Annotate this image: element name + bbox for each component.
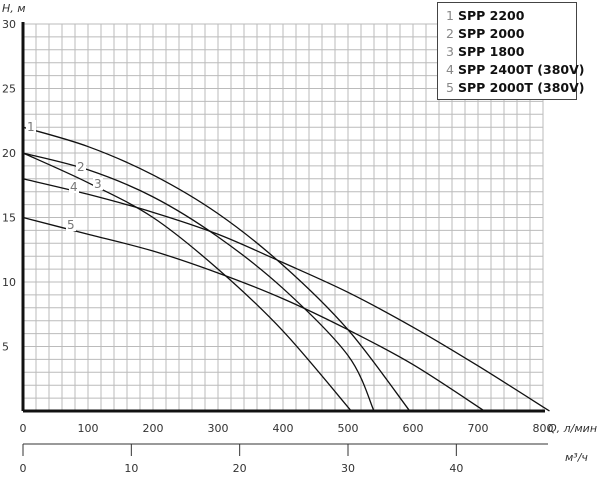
y-tick-label: 5 <box>2 341 9 354</box>
curve-5 <box>22 216 485 412</box>
legend-label: SPP 2200 <box>457 8 525 23</box>
curve-label: 3 <box>94 177 102 191</box>
grid <box>23 23 544 411</box>
curve-label: 4 <box>70 180 78 194</box>
x-tick-label: 400 <box>273 422 294 435</box>
x-tick-label: 500 <box>338 422 359 435</box>
y-tick-label: 30 <box>2 18 16 31</box>
y-axis-label: H, м <box>2 2 26 15</box>
curve-label-bg <box>66 218 76 231</box>
secondary-x-tick-label: 20 <box>233 462 247 475</box>
curve-label-bg <box>76 160 86 173</box>
legend-number: 1 <box>446 8 454 23</box>
curve-1 <box>22 126 411 412</box>
legend: 1 SPP 2200 2 SPP 2000 3 SPP 1800 4 SPP 2400T… <box>437 2 585 100</box>
x-tick-label: 0 <box>20 422 27 435</box>
x-tick-label: 600 <box>403 422 424 435</box>
curve-4 <box>22 178 550 412</box>
legend-item: 4 SPP 2400T (380V) <box>446 61 585 79</box>
curve-3 <box>22 152 352 412</box>
curve-2 <box>22 152 375 412</box>
curve-label-bg <box>69 180 79 193</box>
legend-label: SPP 2000 <box>457 26 525 41</box>
legend-number: 4 <box>446 62 454 77</box>
legend-item: 3 SPP 1800 <box>446 43 576 61</box>
curve-label: 1 <box>27 120 35 134</box>
y-tick-label: 25 <box>2 83 16 96</box>
secondary-x-axis-label: м³/ч <box>565 451 588 464</box>
legend-label: SPP 2000T (380V) <box>457 80 585 95</box>
x-axis-label: Q, л/мин <box>548 422 597 435</box>
y-tick-label: 15 <box>2 212 16 225</box>
legend-item: 1 SPP 2200 <box>446 7 576 25</box>
x-tick-label: 300 <box>208 422 229 435</box>
secondary-x-tick-label: 30 <box>341 462 355 475</box>
legend-number: 2 <box>446 26 454 41</box>
legend-label: SPP 1800 <box>457 44 525 59</box>
y-tick-label: 20 <box>2 147 16 160</box>
curve-label-bg <box>93 177 103 190</box>
legend-item: 5 SPP 2000T (380V) <box>446 79 585 97</box>
curve-label-bg <box>26 120 36 133</box>
secondary-x-tick-label: 10 <box>124 462 138 475</box>
legend-number: 5 <box>446 80 454 95</box>
curve-label: 2 <box>77 160 85 174</box>
x-tick-label: 800 <box>533 422 554 435</box>
x-tick-label: 700 <box>468 422 489 435</box>
y-tick-label: 10 <box>2 276 16 289</box>
x-tick-label: 100 <box>78 422 99 435</box>
secondary-x-tick-label: 0 <box>20 462 27 475</box>
legend-item: 2 SPP 2000 <box>446 25 576 43</box>
curve-label: 5 <box>67 218 75 232</box>
x-tick-label: 200 <box>143 422 164 435</box>
legend-label: SPP 2400T (380V) <box>457 62 585 77</box>
legend-number: 3 <box>446 44 454 59</box>
secondary-x-tick-label: 40 <box>449 462 463 475</box>
